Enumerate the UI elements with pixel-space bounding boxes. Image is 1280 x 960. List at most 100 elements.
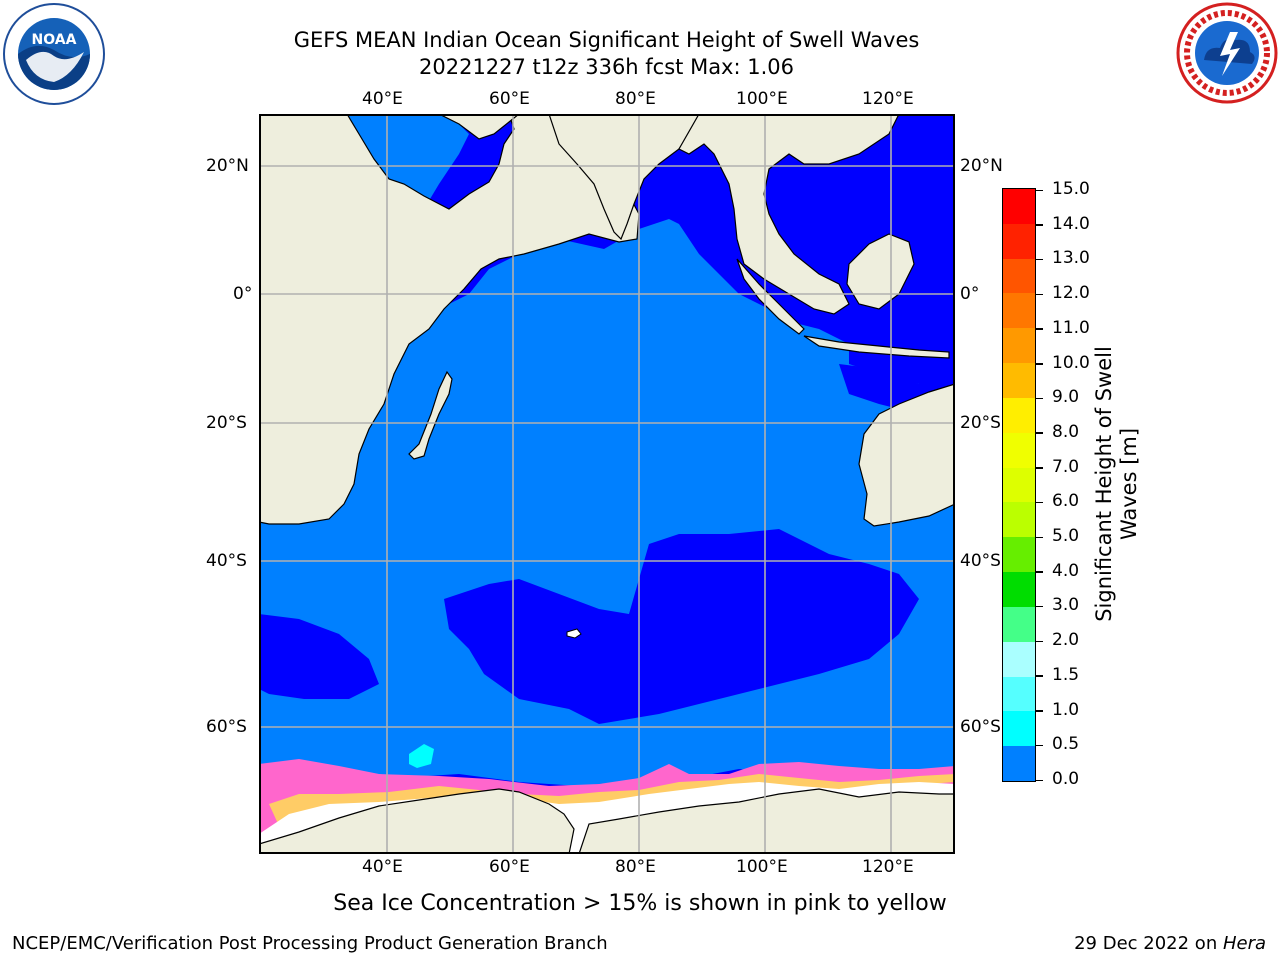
colorbar-tick-label: 9.0 — [1052, 387, 1080, 408]
ocean-low-sw — [259, 614, 379, 699]
lon-label-bottom: 120°E — [862, 857, 914, 877]
colorbar-tick-mark — [1036, 432, 1043, 434]
colorbar-tick-label: 1.0 — [1052, 699, 1080, 720]
map-frame — [259, 114, 955, 854]
lat-label-right: 0° — [960, 284, 980, 304]
land-africa — [258, 113, 640, 525]
lon-label-bottom: 40°E — [362, 857, 403, 877]
lat-label-left: 0° — [233, 284, 253, 304]
lon-label-top: 60°E — [489, 89, 530, 109]
ocean-low-north — [271, 114, 955, 434]
colorbar-tick-mark — [1036, 501, 1043, 504]
colorbar-tick-label: 6.0 — [1052, 491, 1080, 512]
lat-label-left: 60°S — [206, 717, 247, 737]
colorbar-tick-mark — [1036, 536, 1043, 539]
footer-credit: NCEP/EMC/Verification Post Processing Pr… — [12, 933, 608, 954]
colorbar-swatch — [1003, 293, 1035, 329]
colorbar-tick-label: 3.0 — [1052, 595, 1080, 616]
colorbar-swatch — [1003, 502, 1035, 538]
land-antarctica — [258, 788, 956, 855]
land-australia — [858, 383, 956, 527]
colorbar-tick-mark — [1036, 397, 1043, 400]
colorbar-tick-mark — [1036, 328, 1043, 330]
chart-title-line1: GEFS MEAN Indian Ocean Significant Heigh… — [293, 28, 920, 52]
colorbar-tick-label: 13.0 — [1052, 248, 1090, 269]
colorbar-label-line1: Significant Height of Swell — [1092, 346, 1116, 622]
colorbar-swatch — [1003, 606, 1035, 642]
lon-label-top: 100°E — [736, 89, 788, 109]
colorbar-label-line2: Waves [m] — [1117, 427, 1141, 541]
lon-label-top: 40°E — [362, 89, 403, 109]
land-java — [803, 335, 950, 359]
colorbar-swatch — [1003, 258, 1035, 294]
lat-label-right: 40°S — [960, 551, 1001, 571]
map-panel — [258, 113, 956, 855]
swell-patch-cyan — [409, 744, 434, 768]
colorbar-swatch — [1003, 641, 1035, 677]
colorbar-tick-mark — [1036, 640, 1043, 643]
colorbar-tick-label: 2.0 — [1052, 630, 1080, 651]
colorbar-tick-label: 0.5 — [1052, 734, 1080, 755]
colorbar-tick-label: 7.0 — [1052, 456, 1080, 477]
lon-label-top: 80°E — [615, 89, 656, 109]
colorbar-swatch — [1003, 363, 1035, 398]
colorbar-swatches — [1003, 189, 1035, 782]
colorbar-swatch — [1003, 397, 1035, 433]
lon-label-bottom: 60°E — [489, 857, 530, 877]
footer-date: 29 Dec 2022 on Hera — [1074, 933, 1266, 954]
colorbar-tick-label: 11.0 — [1052, 317, 1090, 338]
colorbar-tick-label: 10.0 — [1052, 352, 1090, 373]
lat-label-left: 20°S — [206, 413, 247, 433]
colorbar-swatch — [1003, 746, 1035, 782]
ocean-low-south — [444, 529, 919, 724]
colorbar-tick-label: 8.0 — [1052, 421, 1080, 442]
colorbar-swatch — [1003, 467, 1035, 503]
colorbar — [1002, 188, 1036, 782]
colorbar-tick-mark — [1036, 293, 1043, 296]
colorbar-tick-label: 14.0 — [1052, 213, 1090, 234]
map-graticule — [259, 114, 955, 854]
sea-ice-caption: Sea Ice Concentration > 15% is shown in … — [333, 891, 947, 916]
colorbar-tick-label: 12.0 — [1052, 283, 1090, 304]
colorbar-tick-label: 4.0 — [1052, 560, 1080, 581]
colorbar-tick-mark — [1036, 779, 1043, 781]
colorbar-swatch — [1003, 432, 1035, 468]
colorbar-tick-mark — [1036, 605, 1043, 608]
colorbar-swatch — [1003, 676, 1035, 712]
colorbar-swatch — [1003, 711, 1035, 747]
colorbar-swatch — [1003, 537, 1035, 573]
footer-host: Hera — [1222, 933, 1266, 954]
noaa-logo: NOAA — [2, 2, 106, 106]
colorbar-tick-mark — [1036, 744, 1043, 747]
lat-label-left: 40°S — [206, 551, 247, 571]
map-svg — [258, 113, 956, 855]
land-madagascar — [408, 370, 453, 460]
colorbar-tick-mark — [1036, 189, 1043, 191]
colorbar-tick-mark — [1036, 258, 1043, 261]
colorbar-tick-label: 15.0 — [1052, 179, 1090, 199]
colorbar-tick-label: 0.0 — [1052, 769, 1080, 789]
lat-label-right: 20°N — [960, 156, 1003, 176]
lat-label-right: 20°S — [960, 413, 1001, 433]
lon-label-bottom: 80°E — [615, 857, 656, 877]
lon-label-top: 120°E — [862, 89, 914, 109]
lon-label-bottom: 100°E — [736, 857, 788, 877]
colorbar-tick-mark — [1036, 467, 1043, 469]
colorbar-tick-mark — [1036, 571, 1043, 573]
colorbar-tick-mark — [1036, 710, 1043, 712]
chart-title-line2: 20221227 t12z 336h fcst Max: 1.06 — [419, 55, 794, 79]
colorbar-swatch — [1003, 328, 1035, 364]
colorbar-tick-label: 1.5 — [1052, 664, 1080, 685]
colorbar-tick-mark — [1036, 363, 1043, 365]
footer-date-text: 29 Dec 2022 on — [1074, 933, 1223, 954]
nws-logo — [1176, 2, 1278, 104]
lat-label-left: 20°N — [206, 156, 249, 176]
colorbar-swatch — [1003, 223, 1035, 259]
colorbar-tick-mark — [1036, 224, 1043, 226]
lat-label-right: 60°S — [960, 717, 1001, 737]
noaa-logo-text: NOAA — [32, 32, 77, 48]
colorbar-tick-label: 5.0 — [1052, 526, 1080, 547]
colorbar-swatch — [1003, 572, 1035, 607]
colorbar-tick-mark — [1036, 675, 1043, 677]
land-kerguelen — [566, 628, 582, 639]
